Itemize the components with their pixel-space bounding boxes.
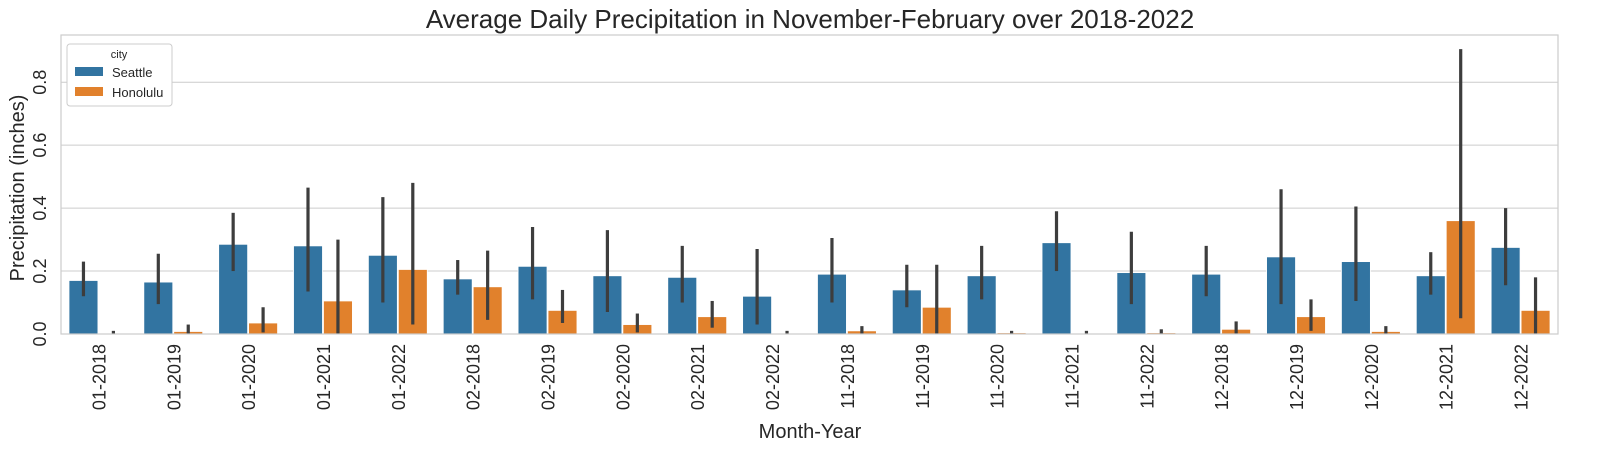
x-tick-label: 12-2020 <box>1362 344 1382 410</box>
x-tick-label: 01-2021 <box>314 344 334 410</box>
legend-label-seattle: Seattle <box>112 65 152 80</box>
x-tick-label: 12-2022 <box>1512 344 1532 410</box>
x-axis-label: Month-Year <box>759 421 862 443</box>
x-tick-label: 02-2018 <box>464 344 484 410</box>
y-tick-label: 0.4 <box>30 196 50 221</box>
legend-label-honolulu: Honolulu <box>112 85 163 100</box>
x-tick-label: 01-2019 <box>164 344 184 410</box>
x-tick-label: 12-2018 <box>1212 344 1232 410</box>
x-tick-label: 02-2019 <box>539 344 559 410</box>
x-tick-label: 11-2021 <box>1062 344 1082 409</box>
grid <box>61 81 1558 335</box>
bar-seattle <box>517 265 548 335</box>
y-axis-label: Precipitation (inches) <box>7 95 29 282</box>
x-tick-label: 02-2021 <box>688 344 708 410</box>
x-tick-label: 01-2022 <box>389 344 409 410</box>
x-tick-label: 11-2020 <box>988 344 1008 409</box>
y-tick-label: 0.2 <box>30 259 50 284</box>
x-tick-labels: 01-2018 01-2019 01-2020 01-2021 01-2022 02-20… <box>89 344 1531 410</box>
legend: city Seattle Honolulu <box>66 43 173 107</box>
y-tick-label: 0.0 <box>30 321 50 346</box>
x-tick-label: 12-2019 <box>1287 344 1307 410</box>
x-tick-label: 02-2020 <box>613 344 633 410</box>
x-tick-label: 01-2020 <box>239 344 259 410</box>
bars <box>68 220 1551 335</box>
y-tick-label: 0.8 <box>30 70 50 95</box>
x-tick-label: 12-2021 <box>1437 344 1457 410</box>
x-tick-label: 11-2018 <box>838 344 858 409</box>
chart-title: Average Daily Precipitation in November-… <box>426 4 1194 34</box>
y-tick-labels: 0.0 0.2 0.4 0.6 0.8 <box>30 70 50 347</box>
x-tick-label: 02-2022 <box>763 344 783 410</box>
plot-frame <box>60 34 1559 335</box>
axes-frame <box>60 34 1559 335</box>
error-bars <box>81 49 1538 334</box>
x-tick-label: 01-2018 <box>89 344 109 410</box>
x-tick-label: 11-2019 <box>913 344 933 409</box>
x-tick-label: 11-2022 <box>1137 344 1157 409</box>
legend-title: city <box>111 49 128 61</box>
legend-swatch-seattle <box>75 67 103 76</box>
y-tick-label: 0.6 <box>30 133 50 158</box>
legend-swatch-honolulu <box>75 87 103 96</box>
